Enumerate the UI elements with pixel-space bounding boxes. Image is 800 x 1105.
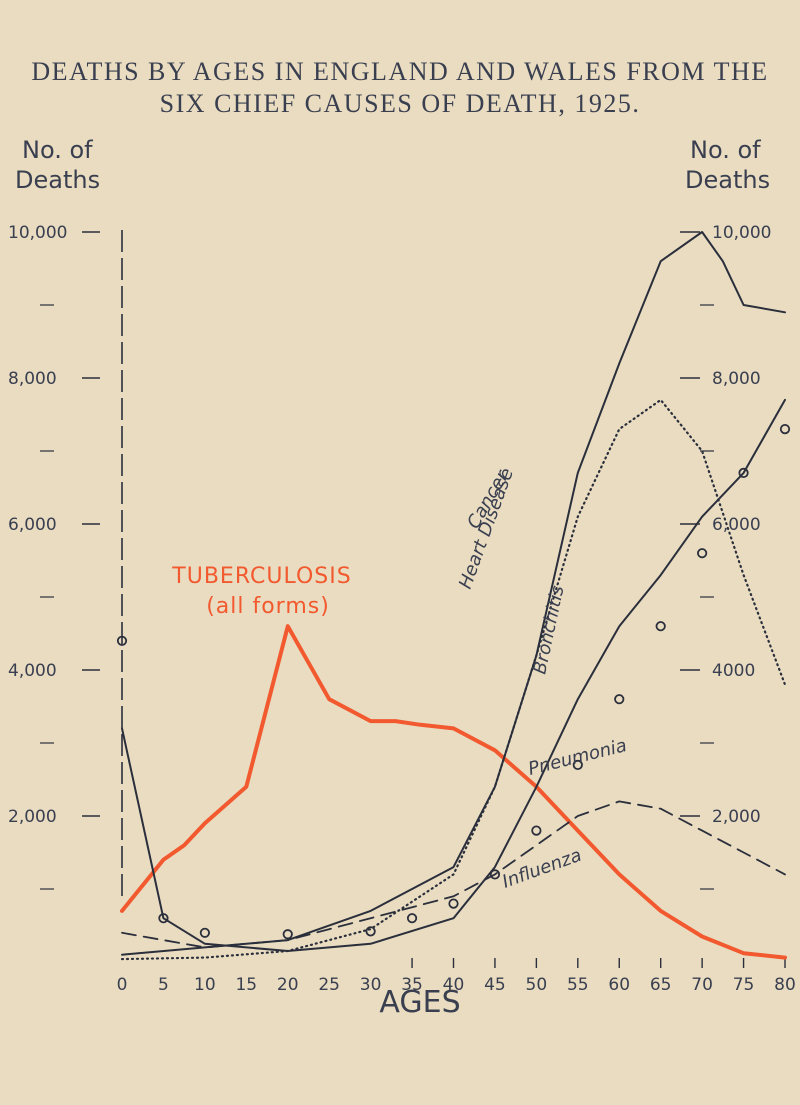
x-tick-label: 65 bbox=[650, 975, 672, 995]
y-tick-label-right: 6,000 bbox=[712, 515, 761, 535]
series-point-pneumonia bbox=[406, 913, 418, 924]
series-point-pneumonia bbox=[738, 467, 749, 478]
x-tick-label: 55 bbox=[567, 975, 589, 995]
series-point-pneumonia bbox=[282, 929, 293, 940]
series-line-bronchitis bbox=[121, 398, 786, 952]
chart-subtitle: SIX CHIEF CAUSES OF DEATH, 1925. bbox=[160, 89, 641, 118]
x-tick-label: 60 bbox=[608, 975, 630, 995]
x-tick-label: 20 bbox=[277, 975, 299, 995]
series-label-pneumonia: Pneumonia bbox=[526, 735, 629, 780]
series-layer bbox=[116, 231, 791, 961]
y-tick-label-left: 6,000 bbox=[8, 515, 57, 535]
series-point-pneumonia bbox=[489, 869, 501, 880]
x-axis-label: AGES bbox=[379, 985, 460, 1020]
x-tick-label: 15 bbox=[235, 975, 257, 995]
series-point-pneumonia bbox=[365, 926, 376, 937]
y-axis-label-right-line2: Deaths bbox=[685, 166, 770, 194]
x-tick-label: 45 bbox=[484, 975, 506, 995]
y-tick-label-left: 2,000 bbox=[8, 807, 57, 827]
series-label-tuberculosis-sub: (all forms) bbox=[206, 594, 330, 619]
series-point-pneumonia bbox=[158, 913, 169, 924]
x-ticks: 0 5 10 15 20 25 30 35 40 45 50 55 60 65 70 75 80 bbox=[117, 958, 796, 995]
y-axis-label-right-line1: No. of bbox=[690, 136, 761, 164]
series-point-pneumonia bbox=[199, 927, 210, 938]
series-point-pneumonia bbox=[572, 759, 583, 771]
series-point-pneumonia bbox=[697, 548, 708, 559]
y-tick-label-left: 10,000 bbox=[8, 223, 67, 243]
chart-title: DEATHS BY AGES IN ENGLAND AND WALES FROM… bbox=[31, 57, 768, 86]
y-ticks-left: 10,000 8,000 6,000 4,000 2,000 bbox=[8, 223, 100, 890]
series-line-influenza bbox=[121, 800, 786, 949]
x-tick-label: 0 bbox=[117, 975, 128, 995]
series-line-cancer bbox=[120, 398, 787, 961]
x-tick-label: 75 bbox=[733, 975, 755, 995]
series-line-heart-disease bbox=[121, 231, 786, 956]
x-tick-label: 40 bbox=[443, 975, 465, 995]
x-tick-label: 35 bbox=[401, 975, 423, 995]
series-point-pneumonia bbox=[448, 898, 459, 909]
series-line-tuberculosis bbox=[120, 624, 787, 960]
series-label-bronchitis: Bronchitis bbox=[529, 584, 568, 676]
x-tick-label: 5 bbox=[158, 975, 169, 995]
y-tick-label-right: 8,000 bbox=[712, 369, 761, 389]
x-tick-label: 25 bbox=[318, 975, 340, 995]
series-label-influenza: Influenza bbox=[500, 845, 585, 893]
y-axis-label-left-line2: Deaths bbox=[15, 166, 100, 194]
x-tick-label: 30 bbox=[360, 975, 382, 995]
x-tick-label: 10 bbox=[194, 975, 216, 995]
y-tick-label-right: 2,000 bbox=[712, 807, 761, 827]
y-tick-label-left: 8,000 bbox=[8, 369, 57, 389]
y-axis-label-left-line1: No. of bbox=[22, 136, 93, 164]
x-tick-label: 50 bbox=[526, 975, 548, 995]
series-point-pneumonia bbox=[779, 423, 791, 435]
x-tick-label: 70 bbox=[691, 975, 713, 995]
series-point-pneumonia bbox=[531, 825, 542, 836]
y-tick-label-right: 10,000 bbox=[712, 223, 771, 243]
y-tick-label-left: 4,000 bbox=[8, 661, 57, 681]
y-tick-label-right: 4000 bbox=[712, 661, 755, 681]
series-line-pneumonia bbox=[122, 429, 785, 934]
series-label-tuberculosis: TUBERCULOSIS bbox=[171, 564, 351, 589]
series-point-pneumonia bbox=[614, 694, 625, 705]
series-point-pneumonia bbox=[655, 621, 666, 632]
x-tick-label: 80 bbox=[774, 975, 796, 995]
y-ticks-right: 10,000 8,000 6,000 4000 2,000 bbox=[680, 223, 771, 890]
